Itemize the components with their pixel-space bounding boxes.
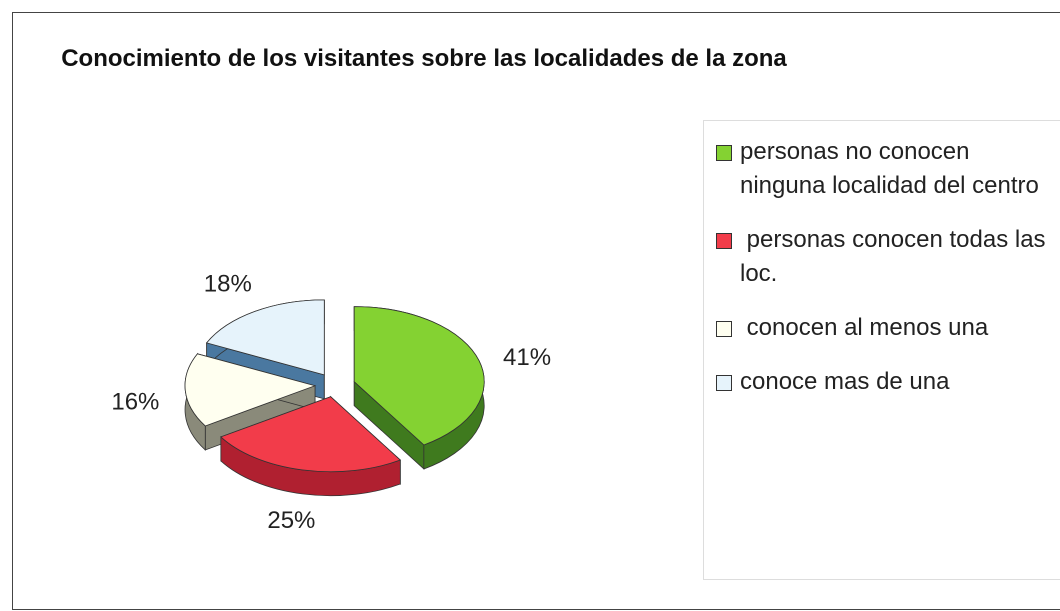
legend-entry: conocen al menos una <box>716 311 1056 345</box>
legend-label: personas no conocen ninguna localidad de… <box>740 138 1039 199</box>
slice <box>184 353 317 427</box>
slice <box>353 306 485 446</box>
slice <box>205 299 325 376</box>
data-label: 18% <box>204 271 252 298</box>
legend-swatch <box>716 145 732 161</box>
legend-label: personas conocen todas las loc. <box>740 226 1053 287</box>
legend-swatch <box>716 233 732 249</box>
data-label: 25% <box>267 507 315 534</box>
chart-title: Conocimiento de los visitantes sobre las… <box>61 45 787 72</box>
pie: 41% 25% 16% 18% <box>111 271 551 535</box>
legend: personas no conocen ninguna localidad de… <box>703 120 1060 580</box>
legend-entry: personas no conocen ninguna localidad de… <box>716 135 1056 203</box>
legend-entry: conoce mas de una <box>716 365 1056 399</box>
legend-entry: personas conocen todas las loc. <box>716 223 1056 291</box>
slice <box>220 396 402 473</box>
legend-swatch <box>716 375 732 391</box>
legend-label: conoce mas de una <box>740 368 950 395</box>
data-label: 41% <box>503 344 551 371</box>
legend-label: conocen al menos una <box>740 314 989 341</box>
chart-frame <box>12 12 1060 610</box>
legend-swatch <box>716 321 732 337</box>
data-label: 16% <box>111 389 159 416</box>
